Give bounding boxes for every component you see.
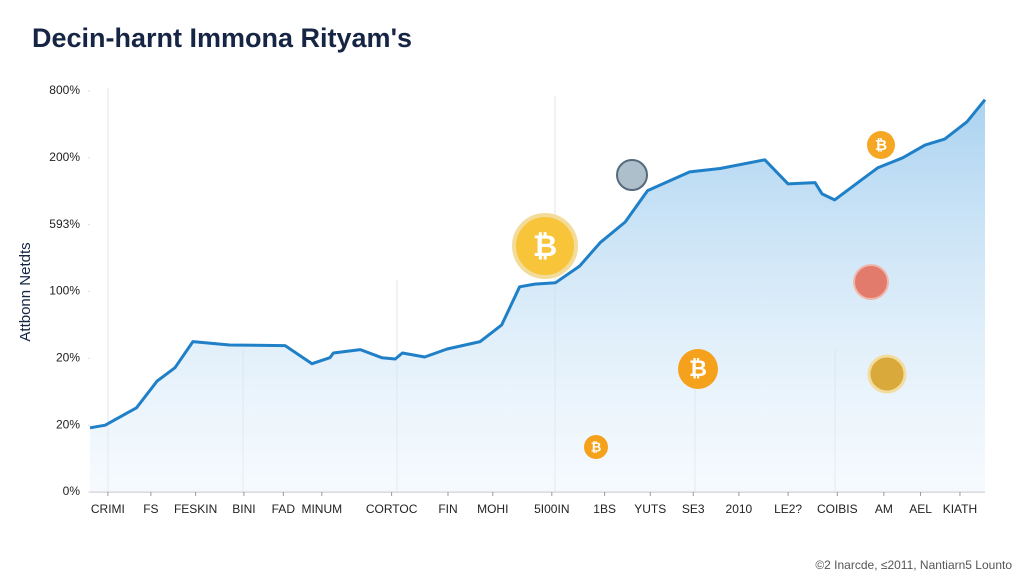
line bbox=[89, 98, 987, 430]
svg-text:₿: ₿ bbox=[875, 137, 887, 154]
svg-text:₿: ₿ bbox=[591, 439, 602, 454]
y-tick-label: 0% bbox=[63, 484, 81, 498]
x-tick-label: 1BS bbox=[593, 502, 616, 516]
x-tick-label: FIN bbox=[438, 502, 457, 516]
x-tick-label: AM bbox=[875, 502, 893, 516]
y-tick-label: 200% bbox=[49, 150, 80, 164]
x-tick-label: SE3 bbox=[682, 502, 705, 516]
x-tick-label: LE2? bbox=[774, 502, 802, 516]
x-tick-label: MOHI bbox=[477, 502, 508, 516]
x-tick-label: CRIMI bbox=[91, 502, 125, 516]
x-tick-label: 5I00IN bbox=[534, 502, 569, 516]
y-tick-label: 100% bbox=[49, 284, 80, 298]
x-tick-label: COIBIS bbox=[817, 502, 858, 516]
x-tick-label: YUTS bbox=[634, 502, 666, 516]
x-tick-label: AEL bbox=[909, 502, 932, 516]
y-tick-label: 593% bbox=[49, 217, 80, 231]
x-tick-label: MINUM bbox=[301, 502, 342, 516]
y-tick-label: 800% bbox=[49, 83, 80, 97]
x-tick-label: FESKIN bbox=[174, 502, 217, 516]
y-tick-label: 20% bbox=[56, 417, 80, 431]
footer: ©2 Inarcde, ≤2011, Nantiarn5 Lounto bbox=[815, 558, 1012, 572]
x-tick-label: FS bbox=[143, 502, 158, 516]
chart-title: Decin-harnt Immona Rityam's bbox=[32, 23, 412, 53]
x-tick-label: BINI bbox=[232, 502, 255, 516]
y-axis-title: Attbonn Netdts bbox=[17, 242, 34, 341]
area-fill bbox=[90, 99, 985, 492]
x-tick-label: FAD bbox=[272, 502, 296, 516]
x-tick-label: CORTOC bbox=[366, 502, 418, 516]
x-tick-label: 2010 bbox=[726, 502, 753, 516]
y-tick-label: 20% bbox=[56, 351, 80, 365]
svg-text:₿: ₿ bbox=[689, 356, 707, 381]
svg-text:₿: ₿ bbox=[533, 230, 557, 263]
x-tick-label: KIATH bbox=[943, 502, 977, 516]
coin-icons: ₿ ₿ ₿ ₿ bbox=[512, 131, 907, 459]
